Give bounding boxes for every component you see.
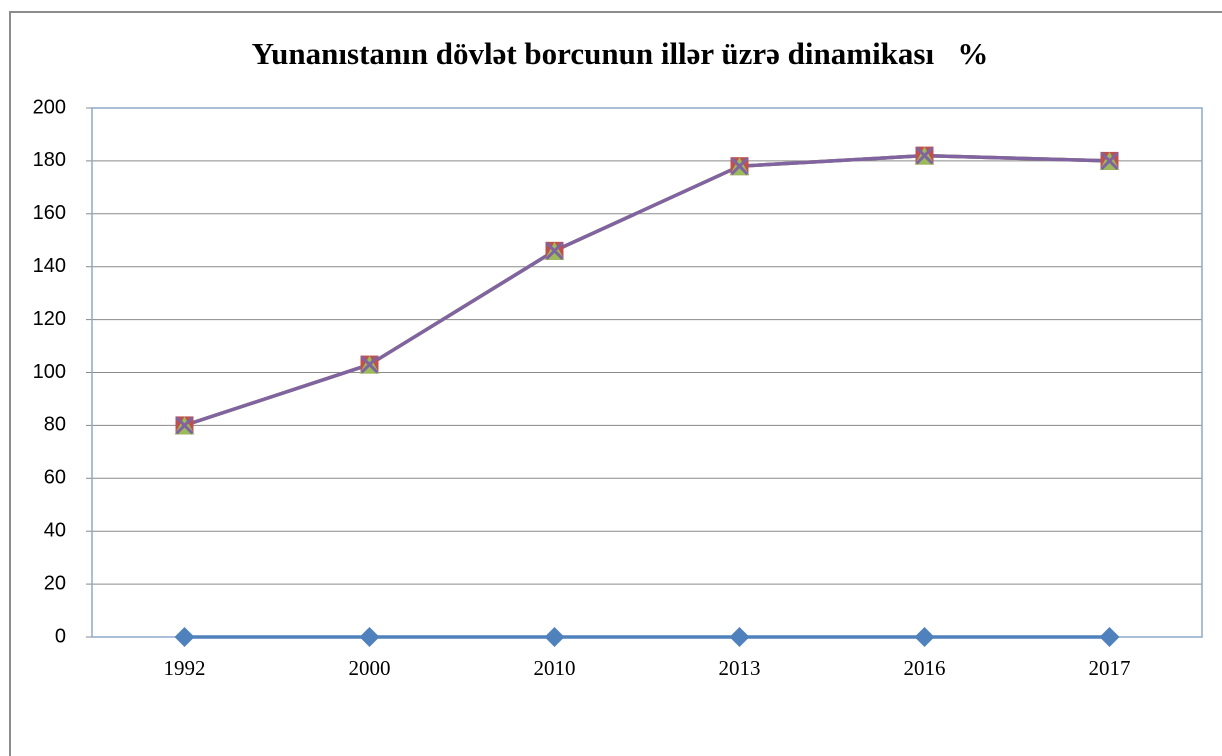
x-tick-label: 2010 <box>534 656 576 680</box>
y-tick-label: 80 <box>44 414 66 436</box>
x-tick-label: 2000 <box>349 656 391 680</box>
y-tick-label: 180 <box>33 149 66 171</box>
marker <box>174 627 195 647</box>
series-line <box>183 153 1110 428</box>
marker <box>915 146 934 165</box>
y-tick-label: 140 <box>33 255 66 277</box>
chart-title: Yunanıstanın dövlət borcunun illər üzrə … <box>252 36 989 71</box>
x-tick-label: 1992 <box>164 656 206 680</box>
y-tick-label: 0 <box>55 625 66 647</box>
marker <box>359 627 380 647</box>
x-tick-label: 2013 <box>719 656 761 680</box>
marker <box>1100 151 1119 170</box>
marker <box>175 416 194 435</box>
y-tick-label: 60 <box>44 467 66 489</box>
marker <box>360 355 379 374</box>
x-tick-label: 2016 <box>904 656 946 680</box>
marker <box>545 241 564 260</box>
marker <box>914 627 935 647</box>
y-tick-label: 160 <box>33 202 66 224</box>
y-tick-label: 200 <box>33 96 66 118</box>
y-tick-label: 20 <box>44 572 66 594</box>
marker <box>730 157 749 176</box>
y-tick-label: 120 <box>33 308 66 330</box>
marker <box>1099 627 1120 647</box>
x-tick-label: 2017 <box>1089 656 1131 680</box>
marker <box>729 627 750 647</box>
y-tick-label: 100 <box>33 361 66 383</box>
chart-frame <box>9 11 1222 756</box>
y-tick-label: 40 <box>44 519 66 541</box>
marker <box>544 627 565 647</box>
